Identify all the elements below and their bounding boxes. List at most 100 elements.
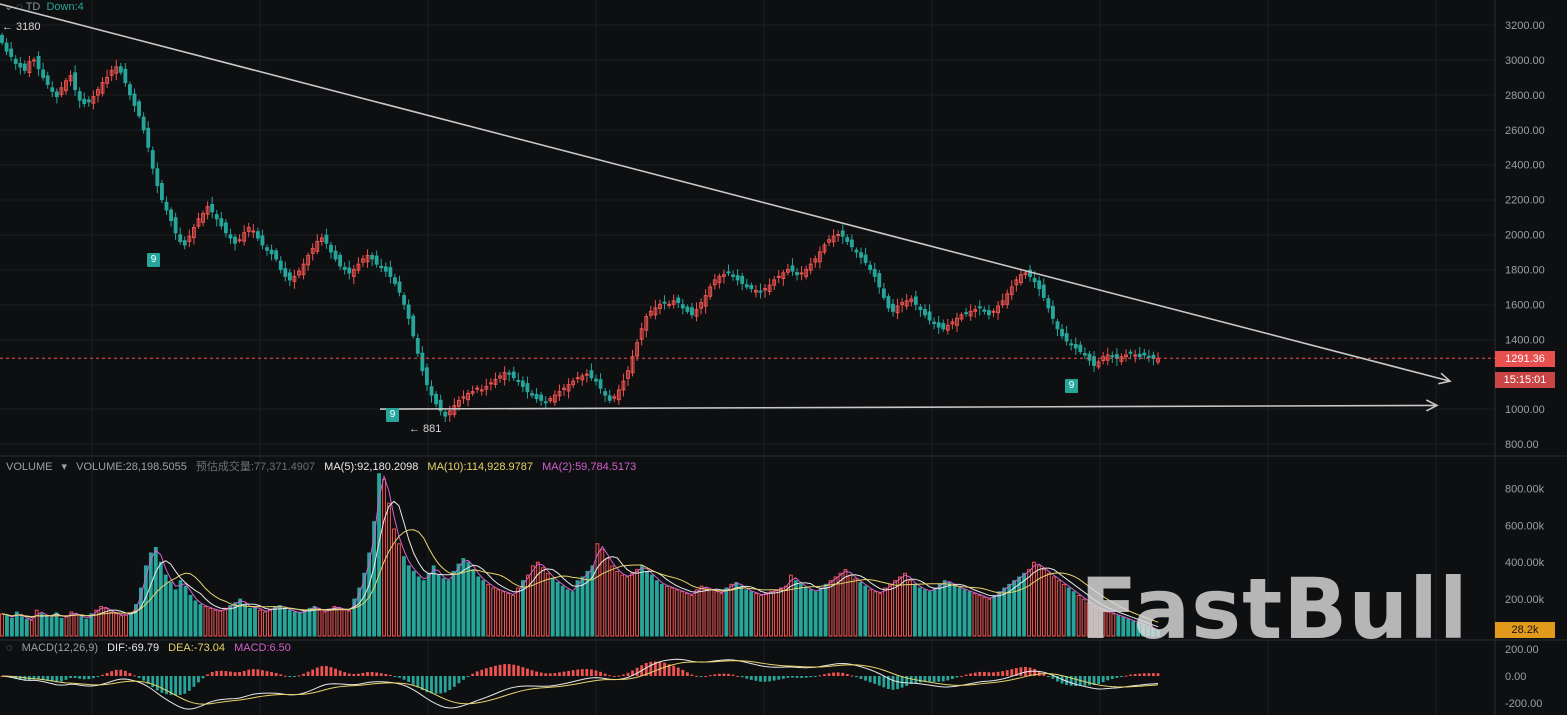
candle-body[interactable] [781,272,786,279]
candle-body[interactable] [1023,272,1028,276]
volume-header[interactable]: VOLUME ▾ VOLUME:28,198.5055 预估成交量:77,371… [6,458,642,474]
candle-body[interactable] [77,91,82,101]
candle-body[interactable] [945,324,950,331]
candle-body[interactable] [950,321,955,325]
candle-body[interactable] [68,75,73,82]
candle-body[interactable] [319,237,324,242]
candle-body[interactable] [118,66,123,73]
candle-body[interactable] [685,306,690,312]
candle-body[interactable] [255,231,260,239]
candle-body[interactable] [868,264,873,270]
candle-body[interactable] [520,380,525,387]
candle-body[interactable] [831,235,836,243]
candle-body[interactable] [667,303,672,306]
candle-body[interactable] [690,307,694,316]
candle-body[interactable] [923,309,927,316]
candle-body[interactable] [763,288,767,291]
candle-body[interactable] [1032,277,1037,283]
candle-body[interactable] [808,263,813,271]
candle-body[interactable] [639,328,644,340]
candle-body[interactable] [466,392,470,401]
candle-body[interactable] [36,55,41,70]
chevron-down-icon[interactable]: ▾ [61,461,68,473]
candle-body[interactable] [1087,353,1092,361]
candle-body[interactable] [260,235,265,246]
candle-body[interactable] [525,383,530,393]
candle-body[interactable] [54,91,59,98]
candle-body[interactable] [32,59,36,62]
candle-body[interactable] [1005,293,1010,305]
candle-body[interactable] [470,391,475,394]
candle-body[interactable] [703,295,708,307]
candle-body[interactable] [274,250,279,260]
candle-body[interactable] [607,395,612,401]
candle-body[interactable] [1037,280,1042,290]
candle-body[interactable] [415,338,420,354]
candle-body[interactable] [196,218,201,227]
candle-body[interactable] [872,268,877,277]
candle-body[interactable] [237,239,242,242]
candle-body[interactable] [1078,344,1083,352]
eye-icon[interactable]: ◌ [6,642,13,654]
candle-body[interactable] [265,247,269,251]
candle-body[interactable] [726,271,731,274]
candle-body[interactable] [1009,286,1014,296]
candle-body[interactable] [758,290,763,293]
candle-body[interactable] [799,272,804,275]
candle-body[interactable] [1014,279,1019,286]
candle-body[interactable] [571,380,576,386]
candle-body[interactable] [169,209,173,222]
candle-body[interactable] [616,389,621,401]
candle-body[interactable] [1050,305,1055,319]
candle-body[interactable] [767,284,772,292]
candle-body[interactable] [790,265,795,272]
candle-body[interactable] [680,304,685,309]
candle-body[interactable] [22,63,27,71]
candle-body[interactable] [1064,333,1069,342]
candle-body[interactable] [635,342,640,357]
candle-body[interactable] [904,300,909,307]
candle-body[interactable] [1110,355,1115,358]
candle-body[interactable] [137,101,141,117]
candle-body[interactable] [141,116,146,131]
candle-body[interactable] [507,372,512,375]
candle-body[interactable] [333,250,338,260]
candle-body[interactable] [91,96,96,104]
candle-body[interactable] [406,304,411,319]
candle-body[interactable] [379,265,384,269]
candle-body[interactable] [219,218,224,227]
candle-body[interactable] [324,234,329,244]
candle-body[interactable] [488,382,493,385]
candle-body[interactable] [228,234,233,239]
candle-body[interactable] [1019,274,1023,284]
candle-body[interactable] [420,352,425,372]
candle-body[interactable] [735,275,740,281]
candle-body[interactable] [1105,354,1110,361]
candle-body[interactable] [173,217,178,234]
horizontal-support-line[interactable] [379,404,1438,410]
candle-body[interactable] [918,306,923,311]
candle-body[interactable] [45,75,50,85]
candle-body[interactable] [27,61,32,73]
candle-body[interactable] [827,239,831,243]
candle-body[interactable] [612,396,617,399]
candle-body[interactable] [941,323,946,330]
candle-body[interactable] [132,93,137,106]
candle-body[interactable] [370,254,375,260]
candle-body[interactable] [530,393,534,396]
candle-body[interactable] [201,213,205,223]
candle-body[interactable] [59,87,64,95]
candle-body[interactable] [955,317,959,326]
candle-body[interactable] [959,314,964,320]
candle-body[interactable] [813,258,818,263]
candle-body[interactable] [205,206,210,215]
candle-body[interactable] [425,367,429,386]
candle-body[interactable] [854,249,859,253]
candle-body[interactable] [123,68,128,84]
candle-body[interactable] [475,387,480,390]
candle-body[interactable] [301,263,306,276]
candle-body[interactable] [543,401,548,404]
candle-body[interactable] [434,393,438,405]
candle-body[interactable] [552,394,557,403]
descending-resistance-line[interactable] [0,3,1451,382]
